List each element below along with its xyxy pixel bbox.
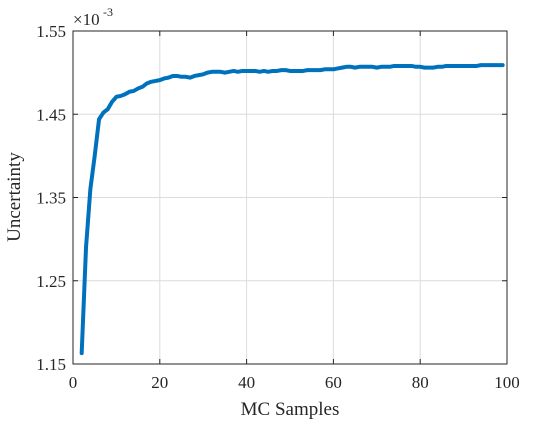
x-tick-label: 100 <box>494 373 520 392</box>
x-tick-label: 80 <box>412 373 429 392</box>
y-axis-exponent-power: -3 <box>103 5 113 19</box>
x-tick-label: 40 <box>238 373 255 392</box>
x-tick-label: 20 <box>151 373 168 392</box>
ticks: 0 20 40 60 80 100 1.15 1.25 1.35 1.45 1.55 <box>36 22 520 392</box>
x-axis-label: MC Samples <box>241 399 340 420</box>
y-tick-label: 1.55 <box>36 22 66 41</box>
y-axis-exponent-base: ×10 <box>73 10 100 29</box>
x-tick-label: 60 <box>325 373 342 392</box>
y-tick-label: 1.25 <box>36 272 66 291</box>
x-tick-label: 0 <box>69 373 78 392</box>
y-tick-label: 1.35 <box>36 189 66 208</box>
y-tick-label: 1.15 <box>36 355 66 374</box>
uncertainty-series-line <box>79 63 505 356</box>
grid <box>72 30 508 365</box>
y-axis-label: Uncertainty <box>4 152 25 242</box>
y-tick-label: 1.45 <box>36 105 66 124</box>
series-layer <box>79 63 505 356</box>
